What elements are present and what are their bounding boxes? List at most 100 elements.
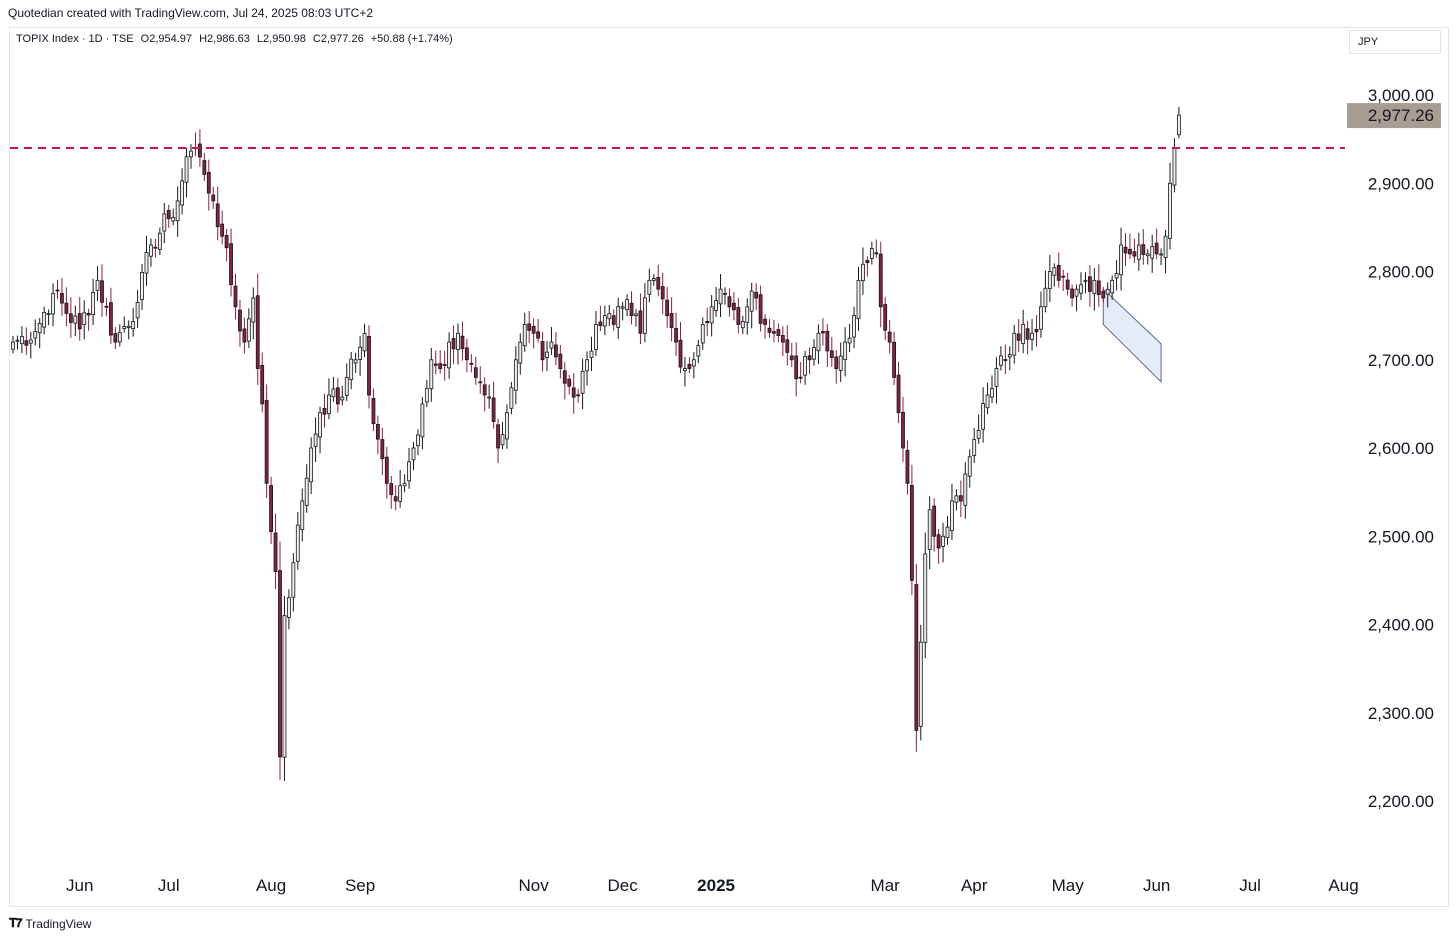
candle-body: [554, 344, 558, 358]
candle-body: [300, 500, 305, 530]
candle-body: [1114, 273, 1119, 279]
candle-body: [82, 312, 87, 325]
candle-body: [709, 306, 714, 324]
candle-body: [451, 338, 456, 350]
candle-body: [901, 411, 905, 449]
candle-body: [585, 359, 589, 372]
chart-caption: Quotedian created with TradingView.com, …: [8, 6, 373, 20]
candle-body: [905, 449, 910, 484]
candle-body: [576, 394, 581, 397]
candle-body: [758, 294, 763, 324]
candle-body: [438, 363, 443, 369]
candle-body: [1052, 267, 1057, 276]
candle-body: [362, 332, 367, 352]
candle-body: [958, 495, 963, 502]
candle-body: [999, 355, 1003, 366]
candle-body: [669, 313, 674, 328]
candle-body: [469, 362, 474, 365]
candle-body: [1007, 354, 1012, 358]
candle-body: [611, 315, 616, 325]
currency-selector[interactable]: JPY: [1349, 30, 1441, 54]
candle-body: [518, 341, 523, 364]
candle-body: [251, 297, 256, 323]
candle-body: [629, 302, 634, 317]
candle-body: [683, 368, 687, 372]
candle-body: [171, 217, 176, 222]
candle-body: [505, 412, 509, 440]
candle-body: [745, 306, 750, 323]
candle-body: [861, 263, 865, 281]
candle-body: [985, 394, 990, 409]
candle-body: [487, 396, 492, 399]
candle-body: [282, 615, 287, 758]
ohlc-high: H2,986.63: [199, 33, 250, 45]
candle-body: [638, 310, 643, 334]
candle-body: [594, 324, 598, 350]
candle-body: [331, 388, 336, 398]
candle-body: [1070, 288, 1074, 299]
candle-body: [73, 315, 78, 324]
candle-body: [736, 307, 741, 325]
channel-pattern: [1102, 287, 1162, 384]
candle-body: [856, 279, 861, 319]
candle-body: [33, 331, 38, 339]
candle-body: [255, 295, 260, 369]
candle-body: [424, 388, 429, 403]
symbol-name: TOPIX Index · 1D · TSE: [16, 33, 134, 45]
candle-body: [473, 367, 478, 378]
candle-body: [100, 280, 104, 303]
candle-body: [1154, 242, 1159, 255]
candle-body: [829, 350, 834, 358]
candle-body: [821, 331, 825, 334]
candle-body: [994, 368, 999, 387]
candle-body: [464, 347, 469, 361]
candle-body: [883, 304, 888, 331]
candle-body: [1003, 359, 1008, 361]
candle-body: [197, 143, 202, 158]
candle-body: [687, 363, 692, 369]
candle-body: [1016, 333, 1021, 341]
candle-body: [1065, 279, 1070, 290]
candle-body: [224, 235, 229, 249]
candle-body: [402, 482, 407, 487]
candle-body: [460, 335, 465, 350]
x-tick-label: May: [1052, 876, 1085, 895]
symbol-legend: TOPIX Index · 1D · TSE O2,954.97 H2,986.…: [16, 33, 457, 45]
candle-body: [264, 400, 269, 484]
candle-body: [927, 509, 932, 550]
candle-body: [180, 180, 185, 206]
candle-body: [540, 341, 545, 361]
candle-body: [433, 363, 438, 366]
candle-body: [936, 534, 941, 549]
candle-body: [375, 424, 380, 440]
candle-body: [233, 285, 238, 308]
candle-body: [1056, 264, 1061, 281]
candle-body: [1177, 114, 1181, 136]
candle-body: [215, 203, 220, 228]
candle-body: [1039, 306, 1043, 330]
candle-body: [990, 388, 994, 398]
candle-body: [64, 302, 69, 314]
candle-body: [878, 253, 883, 308]
candle-body: [522, 324, 527, 347]
candle-body: [967, 456, 972, 477]
candle-body: [1159, 253, 1163, 256]
candle-body: [407, 461, 411, 482]
candle-body: [211, 194, 216, 202]
candle-body: [344, 376, 349, 396]
candle-body: [126, 325, 131, 328]
candle-body: [380, 439, 385, 460]
candle-body: [175, 200, 180, 222]
candle-body: [1079, 284, 1083, 294]
candle-body: [843, 341, 848, 361]
candle-body: [1025, 328, 1030, 340]
x-tick-label: Apr: [961, 876, 988, 895]
candle-body: [660, 286, 665, 300]
candle-body: [705, 321, 710, 324]
candle-body: [910, 485, 914, 581]
candle-body: [981, 403, 985, 430]
candle-body: [1136, 244, 1141, 260]
candle-body: [807, 355, 812, 361]
candle-body: [696, 345, 701, 357]
